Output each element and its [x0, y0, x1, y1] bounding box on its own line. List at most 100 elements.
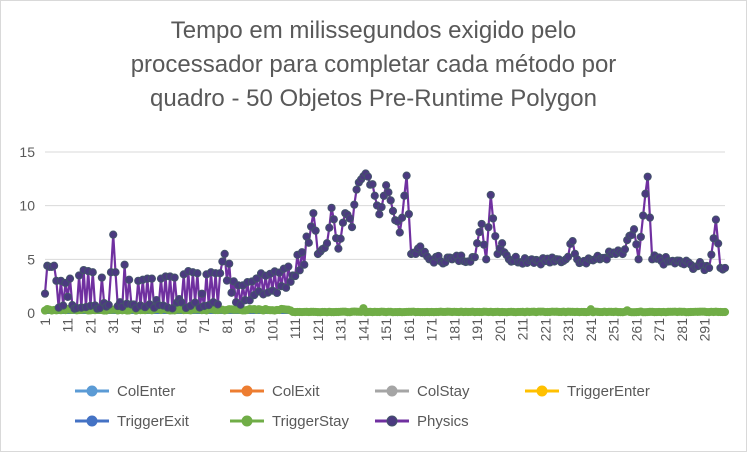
data-point-physics	[711, 215, 721, 224]
data-point-physics	[216, 269, 225, 278]
x-tick-label: 211	[515, 318, 531, 341]
chart-title-line-1: Tempo em milissegundos exigido pelo	[170, 17, 577, 44]
x-tick-label: 71	[196, 318, 212, 334]
legend-label: ColEnter	[117, 383, 175, 400]
data-point-physics	[488, 214, 498, 223]
legend-item-triggerexit: TriggerExit	[75, 413, 190, 430]
data-point-physics	[225, 259, 234, 268]
data-point-physics	[272, 288, 282, 298]
x-tick-label: 131	[333, 318, 349, 342]
x-tick-label: 201	[492, 318, 508, 342]
data-point-physics	[111, 268, 120, 277]
data-point-physics	[329, 215, 338, 224]
legend-marker	[86, 415, 98, 427]
data-point-physics	[704, 263, 714, 273]
data-point-physics	[479, 240, 489, 249]
data-point-physics	[309, 209, 318, 218]
data-point-physics	[147, 274, 156, 283]
data-point-physics	[297, 248, 307, 257]
data-point-physics	[193, 269, 202, 278]
data-point-physics	[197, 289, 207, 298]
legend: ColEnter ColExit ColStay TriggerEnter Trigge…	[75, 383, 650, 430]
data-point-physics	[352, 185, 361, 194]
data-point-physics	[252, 274, 261, 283]
data-point-physics	[191, 298, 200, 307]
data-point-physics	[404, 209, 413, 219]
data-point-physics	[384, 188, 393, 197]
legend-label: TriggerExit	[117, 413, 190, 430]
data-point-physics	[304, 238, 313, 247]
data-point-physics	[568, 236, 577, 246]
data-point-physics	[325, 223, 334, 232]
x-tick-label: 181	[446, 318, 462, 342]
legend-label: ColExit	[272, 383, 320, 400]
data-point-physics	[397, 213, 407, 222]
x-tick-label: 101	[264, 318, 280, 342]
data-point-physics	[473, 239, 482, 248]
legend-item-physics: Physics	[375, 413, 469, 430]
data-point-physics	[636, 232, 645, 242]
data-point-physics	[498, 239, 507, 248]
data-point-physics	[645, 213, 655, 222]
data-point-physics	[400, 191, 409, 200]
x-tick-label: 121	[310, 318, 326, 342]
data-point-physics	[213, 300, 222, 309]
data-point-physics	[334, 244, 343, 253]
data-point-physics	[632, 240, 641, 249]
data-point-physics	[295, 266, 304, 275]
data-point-physics	[59, 301, 68, 310]
data-point-physics	[218, 257, 227, 266]
data-point-physics	[491, 232, 500, 241]
legend-item-triggerenter: TriggerEnter	[525, 383, 650, 400]
legend-label: Physics	[417, 413, 469, 430]
data-point-physics	[125, 275, 134, 284]
data-point-physics	[634, 255, 643, 264]
data-point-physics	[75, 271, 84, 280]
x-tick-label: 61	[173, 318, 189, 334]
data-point-physics	[104, 300, 113, 310]
data-point-physics	[291, 271, 300, 281]
data-point-physics	[368, 180, 377, 189]
legend-label: TriggerEnter	[567, 383, 650, 400]
y-tick-label: 5	[27, 251, 35, 267]
data-point-physics	[284, 262, 293, 271]
x-tick-label: 21	[82, 318, 98, 334]
legend-marker	[386, 385, 398, 397]
data-point-physics	[363, 172, 373, 181]
x-tick-label: 281	[674, 318, 690, 342]
data-point-physics	[643, 172, 652, 181]
chart-title-line-3: quadro - 50 Objetos Pre-Runtime Polygon	[150, 85, 597, 112]
data-point-physics	[375, 210, 384, 219]
data-point-physics	[170, 273, 179, 282]
data-point-physics	[629, 225, 639, 234]
data-point-physics	[322, 239, 332, 248]
data-point-physics	[720, 263, 730, 273]
data-point-physics	[563, 252, 573, 261]
data-point-physics	[370, 191, 379, 200]
data-point-physics	[120, 260, 129, 269]
y-tick-label: 10	[19, 198, 35, 214]
x-tick-label: 1	[37, 318, 53, 326]
legend-item-colexit: ColExit	[230, 383, 320, 400]
legend-item-triggerstay: TriggerStay	[230, 413, 349, 430]
y-axis-ticks: 0 5 10 15	[19, 144, 35, 321]
data-point-physics	[382, 181, 391, 190]
x-tick-label: 291	[697, 318, 713, 342]
data-point-physics	[484, 223, 493, 232]
data-point-physics	[311, 226, 320, 235]
y-tick-label: 0	[27, 305, 35, 321]
x-tick-label: 261	[628, 318, 644, 342]
data-point-physics	[386, 196, 395, 205]
data-point-physics	[281, 283, 291, 292]
data-point-physics	[49, 261, 59, 270]
data-point-physics	[300, 260, 309, 269]
data-point-physics	[602, 255, 611, 264]
data-point-physics	[482, 255, 491, 264]
data-point-physics	[40, 289, 50, 298]
data-point-physics	[177, 298, 186, 307]
data-point-physics	[220, 249, 229, 258]
legend-marker	[536, 385, 548, 397]
x-tick-label: 191	[469, 318, 485, 342]
legend-marker	[241, 415, 253, 427]
